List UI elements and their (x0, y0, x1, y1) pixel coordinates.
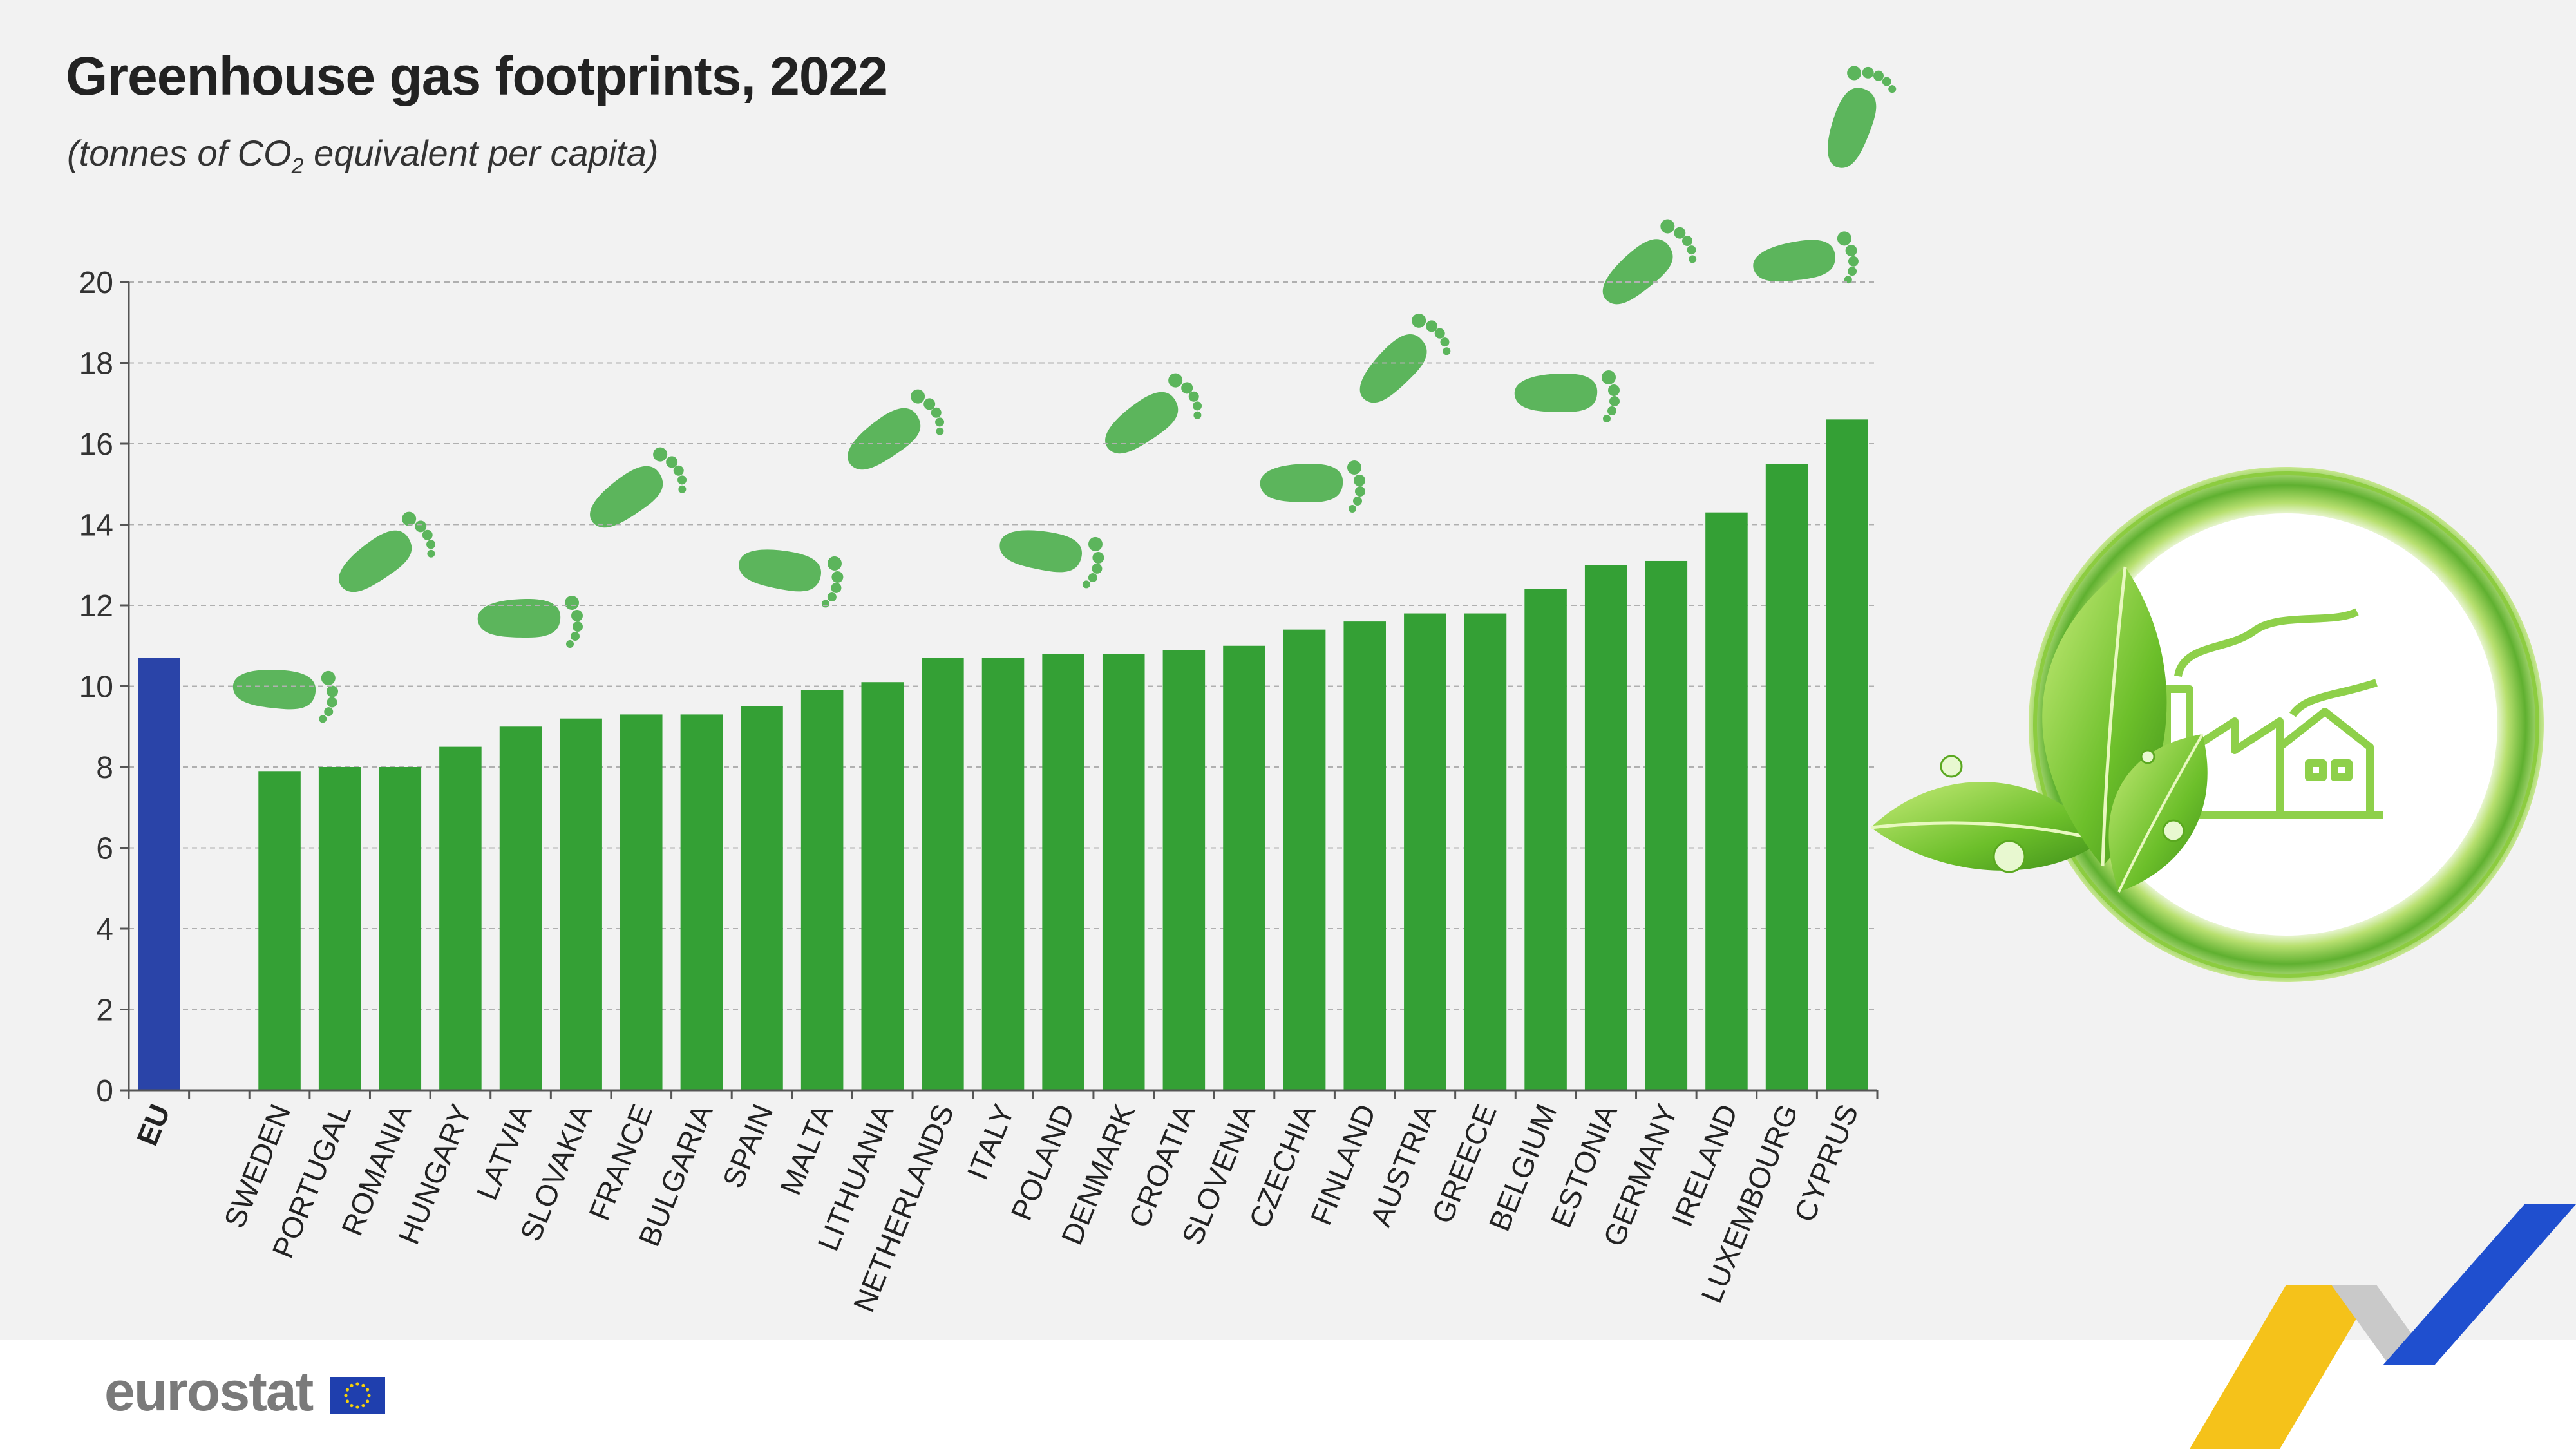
bar-greece (1464, 613, 1507, 1090)
y-tick-label: 4 (96, 913, 113, 947)
bar-eu (138, 658, 180, 1090)
bar-denmark (1102, 654, 1145, 1090)
bar-hungary (439, 746, 482, 1090)
bar-latvia (499, 726, 542, 1090)
y-tick-label: 20 (79, 266, 113, 300)
bar-slovenia (1223, 645, 1265, 1090)
bar-germany (1645, 560, 1688, 1090)
bar-austria (1404, 613, 1446, 1090)
bar-france (620, 714, 663, 1090)
bar-belgium (1524, 589, 1567, 1090)
bar-cyprus (1826, 419, 1868, 1090)
bar-portugal (318, 767, 361, 1090)
bar-romania (379, 767, 422, 1090)
y-tick-label: 2 (96, 994, 113, 1028)
subtitle-after: equivalent per capita) (303, 133, 659, 173)
y-tick-label: 10 (79, 670, 113, 705)
y-tick-label: 14 (79, 509, 113, 543)
subtitle-sub: 2 (291, 154, 304, 179)
y-tick-label: 8 (96, 751, 113, 785)
bar-croatia (1162, 650, 1206, 1090)
eu-flag-icon (330, 1377, 385, 1414)
chart-subtitle: (tonnes of CO2 equivalent per capita) (67, 132, 659, 179)
x-tick-label: ITALY (960, 1099, 1021, 1184)
bar-slovakia (560, 718, 602, 1090)
bar-lithuania (861, 682, 904, 1090)
bar-ireland (1705, 512, 1748, 1090)
bar-czechia (1283, 629, 1326, 1090)
bar-finland (1343, 621, 1386, 1090)
bar-spain (741, 706, 783, 1090)
y-tick-label: 12 (79, 589, 113, 623)
y-tick-label: 16 (79, 428, 113, 462)
bar-italy (981, 658, 1025, 1090)
leaf-eco-factory-icon (1870, 467, 2544, 982)
bar-luxembourg (1765, 464, 1808, 1090)
bar-poland (1042, 654, 1084, 1090)
eurostat-logo: eurostat (104, 1361, 314, 1423)
y-tick-label: 18 (79, 347, 113, 381)
bar-sweden (258, 771, 301, 1090)
x-tick-label: LATVIA (469, 1099, 538, 1205)
bar-bulgaria (680, 714, 723, 1090)
subtitle-before: (tonnes of CO (67, 133, 292, 173)
footer-band (0, 1340, 2576, 1449)
ribbon-decoration-icon (2190, 1204, 2576, 1449)
bar-malta (800, 690, 844, 1090)
y-tick-label: 0 (96, 1074, 113, 1108)
bar-estonia (1584, 565, 1627, 1090)
x-tick-label: EU (130, 1099, 176, 1150)
bar-netherlands (922, 658, 964, 1090)
x-tick-label: MALTA (773, 1099, 840, 1200)
y-tick-label: 6 (96, 832, 113, 866)
x-tick-label: SPAIN (716, 1099, 780, 1192)
chart-title: Greenhouse gas footprints, 2022 (66, 46, 888, 106)
